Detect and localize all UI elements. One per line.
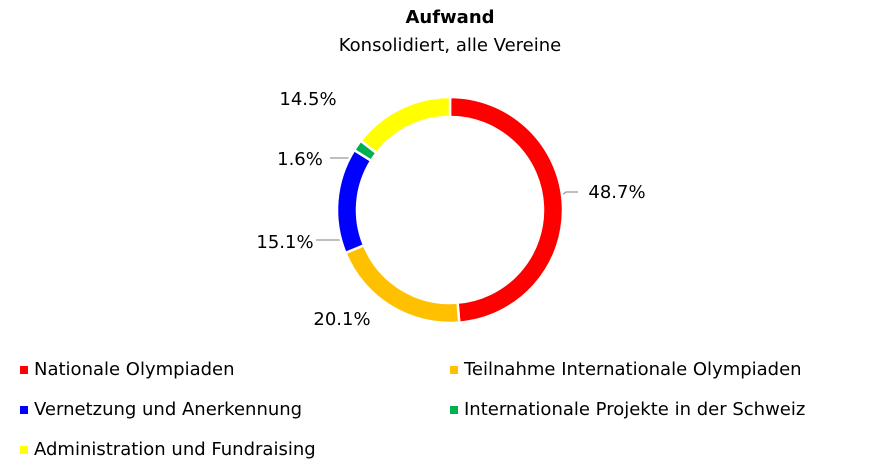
legend-marker xyxy=(450,406,458,414)
data-label: 48.7% xyxy=(588,182,645,203)
data-label: 20.1% xyxy=(313,309,370,330)
chart-title: Aufwand xyxy=(405,7,494,28)
legend-marker xyxy=(20,366,28,374)
legend-label: Vernetzung und Anerkennung xyxy=(34,399,302,420)
legend-label: Nationale Olympiaden xyxy=(34,359,235,380)
data-label: 15.1% xyxy=(256,232,313,253)
legend-label: Administration und Fundraising xyxy=(34,439,316,460)
data-label: 14.5% xyxy=(279,89,336,110)
data-label: 1.6% xyxy=(277,149,323,170)
legend-marker xyxy=(20,406,28,414)
donut-segment xyxy=(335,148,373,255)
legend-marker xyxy=(450,366,458,374)
legend-label: Internationale Projekte in der Schweiz xyxy=(464,399,805,420)
legend-marker xyxy=(20,446,28,454)
chart-subtitle: Konsolidiert, alle Vereine xyxy=(339,35,562,56)
donut-segment xyxy=(448,95,565,324)
donut-segment xyxy=(358,95,452,155)
legend-label: Teilnahme Internationale Olympiaden xyxy=(463,359,802,380)
